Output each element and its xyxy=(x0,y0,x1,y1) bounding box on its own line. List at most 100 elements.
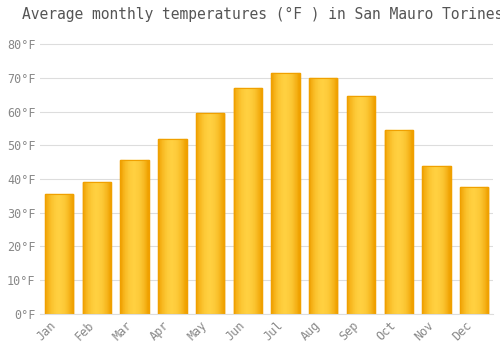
Bar xyxy=(173,139,174,314)
Bar xyxy=(468,188,469,314)
Bar xyxy=(311,78,312,314)
Bar xyxy=(437,166,438,314)
Bar xyxy=(253,88,254,314)
Bar xyxy=(466,188,467,314)
Bar xyxy=(252,88,253,314)
Bar xyxy=(290,73,291,314)
Bar xyxy=(95,182,96,314)
Bar xyxy=(320,78,321,314)
Bar xyxy=(272,73,273,314)
Bar xyxy=(220,113,222,314)
Bar xyxy=(255,88,256,314)
Bar xyxy=(64,194,65,314)
Bar xyxy=(169,139,170,314)
Bar xyxy=(245,88,246,314)
Bar xyxy=(391,130,392,314)
Bar xyxy=(138,161,139,314)
Bar xyxy=(54,194,55,314)
Bar xyxy=(110,182,111,314)
Bar xyxy=(432,166,433,314)
Bar xyxy=(96,182,97,314)
Bar xyxy=(256,88,257,314)
Bar xyxy=(386,130,388,314)
Bar xyxy=(130,161,131,314)
Bar xyxy=(317,78,318,314)
Bar xyxy=(120,161,149,314)
Bar xyxy=(97,182,98,314)
Bar xyxy=(143,161,144,314)
Bar xyxy=(127,161,128,314)
Bar xyxy=(238,88,240,314)
Bar xyxy=(237,88,238,314)
Bar xyxy=(57,194,58,314)
Bar xyxy=(234,88,262,314)
Bar xyxy=(234,88,235,314)
Bar xyxy=(280,73,281,314)
Bar xyxy=(144,161,145,314)
Bar xyxy=(140,161,141,314)
Bar xyxy=(99,182,100,314)
Bar xyxy=(348,96,349,314)
Bar xyxy=(259,88,260,314)
Bar xyxy=(196,113,224,314)
Bar xyxy=(278,73,279,314)
Bar xyxy=(353,96,354,314)
Bar xyxy=(474,188,475,314)
Bar xyxy=(285,73,286,314)
Bar xyxy=(272,73,299,314)
Bar xyxy=(174,139,175,314)
Bar xyxy=(482,188,484,314)
Bar xyxy=(276,73,277,314)
Bar xyxy=(364,96,365,314)
Bar xyxy=(297,73,298,314)
Bar xyxy=(68,194,69,314)
Bar xyxy=(486,188,487,314)
Bar xyxy=(84,182,85,314)
Bar xyxy=(467,188,468,314)
Bar xyxy=(460,188,462,314)
Bar xyxy=(176,139,178,314)
Bar xyxy=(487,188,488,314)
Bar xyxy=(204,113,205,314)
Bar xyxy=(445,166,446,314)
Bar xyxy=(86,182,87,314)
Bar xyxy=(158,139,186,314)
Bar xyxy=(472,188,473,314)
Bar xyxy=(447,166,448,314)
Bar xyxy=(402,130,403,314)
Bar xyxy=(410,130,411,314)
Bar xyxy=(199,113,200,314)
Bar xyxy=(109,182,110,314)
Bar xyxy=(46,194,47,314)
Bar xyxy=(244,88,245,314)
Bar xyxy=(448,166,449,314)
Bar xyxy=(65,194,66,314)
Bar xyxy=(213,113,214,314)
Bar xyxy=(309,78,310,314)
Bar xyxy=(324,78,326,314)
Bar xyxy=(69,194,70,314)
Bar xyxy=(354,96,356,314)
Bar xyxy=(60,194,62,314)
Bar xyxy=(412,130,413,314)
Bar xyxy=(71,194,72,314)
Bar xyxy=(370,96,371,314)
Bar xyxy=(433,166,434,314)
Bar xyxy=(476,188,477,314)
Bar xyxy=(395,130,396,314)
Bar xyxy=(273,73,274,314)
Bar xyxy=(484,188,485,314)
Bar xyxy=(240,88,242,314)
Bar xyxy=(336,78,338,314)
Bar xyxy=(275,73,276,314)
Bar xyxy=(298,73,299,314)
Bar xyxy=(475,188,476,314)
Bar xyxy=(434,166,435,314)
Bar xyxy=(45,194,46,314)
Bar xyxy=(210,113,211,314)
Bar xyxy=(83,182,111,314)
Bar xyxy=(128,161,129,314)
Bar xyxy=(211,113,212,314)
Bar xyxy=(212,113,213,314)
Bar xyxy=(53,194,54,314)
